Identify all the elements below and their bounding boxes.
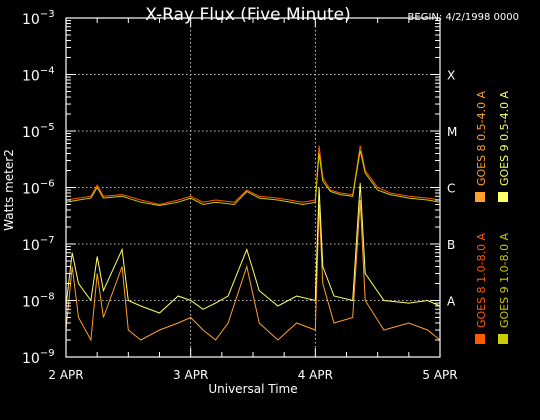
flare-class-X: X: [447, 69, 455, 83]
x-tick-labels: 2 APR 3 APR 4 APR 5 APR: [48, 368, 457, 382]
series-line-2: [65, 150, 441, 207]
x-tick-label: 4 APR: [298, 368, 333, 382]
legend: GOES 8 1.0-8.0 A GOES 8 0.5-4.0 A GOES 9 1…: [475, 90, 511, 344]
x-tick-label: 5 APR: [422, 368, 457, 382]
data-series-group: [65, 145, 441, 342]
x-tick-label: 2 APR: [48, 368, 83, 382]
x-axis-label: Universal Time: [208, 382, 297, 396]
series-line-1: [65, 199, 441, 342]
series-line-3: [65, 182, 441, 314]
flare-class-C: C: [447, 182, 455, 196]
y-tick-label: 10−9: [22, 348, 55, 367]
flare-class-M: M: [447, 125, 457, 139]
chart-title: X-Ray Flux (Five Minute): [145, 5, 351, 25]
y-tick-label: 10−5: [22, 122, 55, 141]
flare-class-B: B: [447, 238, 455, 252]
y-tick-labels: 10−9 10−8 10−7 10−6 10−5 10−4 10−3: [22, 9, 55, 367]
legend-swatch-0: [475, 334, 485, 344]
y-tick-label: 10−7: [22, 235, 55, 254]
legend-label-1: GOES 8 0.5-4.0 A: [475, 90, 488, 186]
legend-swatch-1: [475, 192, 485, 202]
y-tick-label: 10−6: [22, 179, 55, 198]
legend-swatch-2: [498, 334, 508, 344]
y-tick-label: 10−3: [22, 9, 55, 28]
flare-class-A: A: [447, 295, 456, 309]
grid-lines: [66, 18, 440, 357]
axis-ticks: [65, 17, 441, 358]
legend-label-2: GOES 9 1.0-8.0 A: [498, 232, 511, 328]
y-tick-label: 10−8: [22, 292, 55, 311]
begin-date-label: BEGIN: 4/2/1998 0000: [408, 12, 519, 23]
series-line-0: [65, 145, 441, 206]
legend-swatch-3: [498, 192, 508, 202]
legend-label-0: GOES 8 1.0-8.0 A: [475, 232, 488, 328]
y-tick-label: 10−4: [22, 66, 55, 85]
legend-label-3: GOES 9 0.5-4.0 A: [498, 90, 511, 186]
y-axis-label: Watts meter2: [2, 149, 16, 231]
flare-class-labels: A B C M X: [447, 69, 457, 309]
x-tick-label: 3 APR: [173, 368, 208, 382]
